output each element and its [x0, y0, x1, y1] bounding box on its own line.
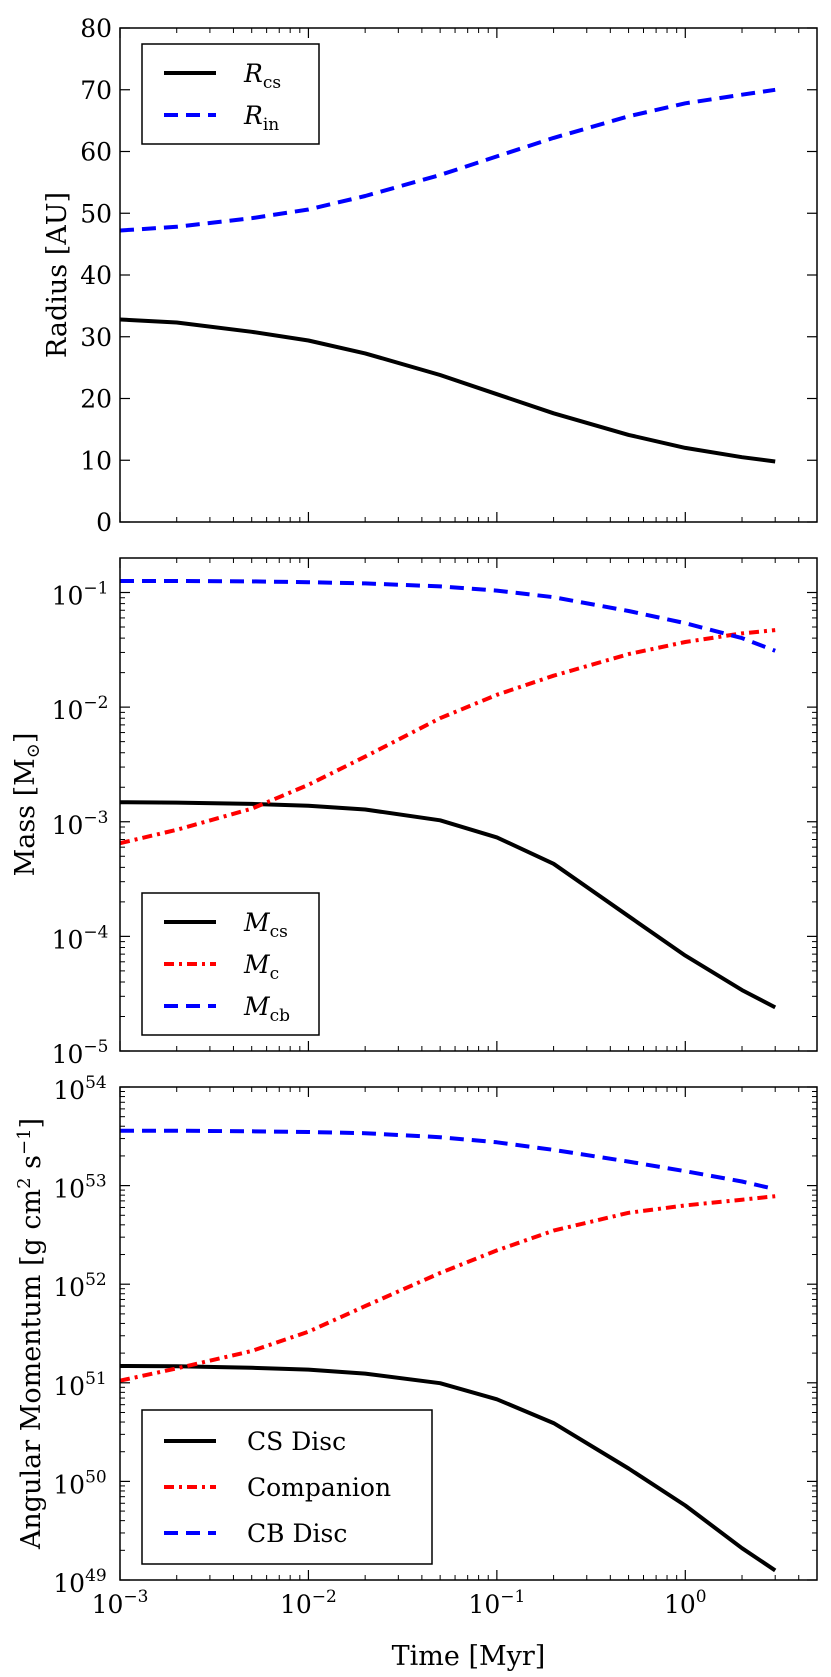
y-tick-label: 0 — [96, 508, 112, 537]
y-axis-label: Angular Momentum [g cm2 s−1] — [14, 1118, 47, 1550]
x-axis-label: Time [Myr] — [392, 1641, 546, 1672]
y-tick-label: 1054 — [53, 1073, 106, 1105]
y-tick-label: 70 — [80, 76, 112, 105]
y-tick-label: 80 — [80, 14, 112, 43]
y-tick-label: 30 — [80, 323, 112, 352]
x-tick-label: 100 — [664, 1587, 707, 1619]
legend-box — [141, 43, 320, 145]
legend: CS Disc Companion CB Disc — [141, 1409, 433, 1565]
y-tick-label: 40 — [80, 261, 112, 290]
y-tick-label: 10−4 — [52, 922, 109, 954]
plot-frame — [119, 1086, 818, 1581]
x-tick-label: 10−3 — [92, 1587, 149, 1619]
y-tick-label: 60 — [80, 138, 112, 167]
legend-label: Mcb — [243, 992, 290, 1026]
legend-label: Companion — [247, 1473, 391, 1502]
series-line-cb — [120, 579, 776, 653]
y-axis-label: Radius [AU] — [42, 192, 73, 358]
chart-panel-2: 10−5 10−4 10−3 10−2 10−1 Mass [M⊙] Mcs Mc Mcb — [10, 557, 818, 1069]
y-axis-label: Mass [M⊙] — [10, 733, 44, 877]
legend-label: CB Disc — [247, 1519, 347, 1548]
series-line-companion — [120, 1194, 776, 1383]
y-tick-label: 1051 — [53, 1369, 106, 1401]
plot-frame — [119, 557, 818, 1052]
series-line-cs-disc — [120, 1364, 777, 1573]
y-tick-label: 10−5 — [52, 1037, 109, 1069]
y-tick-label: 10−1 — [52, 579, 109, 611]
chart-panel-1: 0 10 20 30 40 50 60 70 80 Radius [AU] Rcs Rin — [42, 14, 818, 537]
series-line-cs — [120, 800, 777, 1010]
chart-panel-3: 10−3 10−2 10−1 100 1049 1050 1051 1052 1053 1054A… — [14, 1073, 818, 1672]
legend-label: CS Disc — [247, 1427, 346, 1456]
y-tick-label: 20 — [80, 385, 112, 414]
y-tick-label: 10−3 — [52, 808, 109, 840]
legend-label: Mcs — [243, 908, 288, 942]
y-tick-label: 50 — [80, 199, 112, 228]
legend-label: Mc — [243, 950, 279, 984]
legend: Mcs Mc Mcb — [141, 892, 320, 1036]
series-line-in — [120, 87, 776, 233]
y-tick-label: 1049 — [53, 1566, 106, 1598]
y-tick-label: 1053 — [53, 1172, 106, 1204]
legend-label: Rin — [243, 101, 279, 135]
y-tick-label: 10−2 — [52, 693, 109, 725]
series-line-c — [120, 628, 776, 846]
y-tick-label: 1050 — [53, 1467, 106, 1499]
x-tick-label: 10−1 — [468, 1587, 525, 1619]
legend: Rcs Rin — [141, 43, 320, 145]
legend-label: Rcs — [243, 59, 281, 93]
x-tick-label: 10−2 — [280, 1587, 337, 1619]
y-tick-label: 1052 — [53, 1270, 106, 1302]
series-line-cb-disc — [120, 1128, 776, 1192]
series-line-cs — [120, 317, 776, 464]
y-tick-label: 10 — [80, 446, 112, 475]
